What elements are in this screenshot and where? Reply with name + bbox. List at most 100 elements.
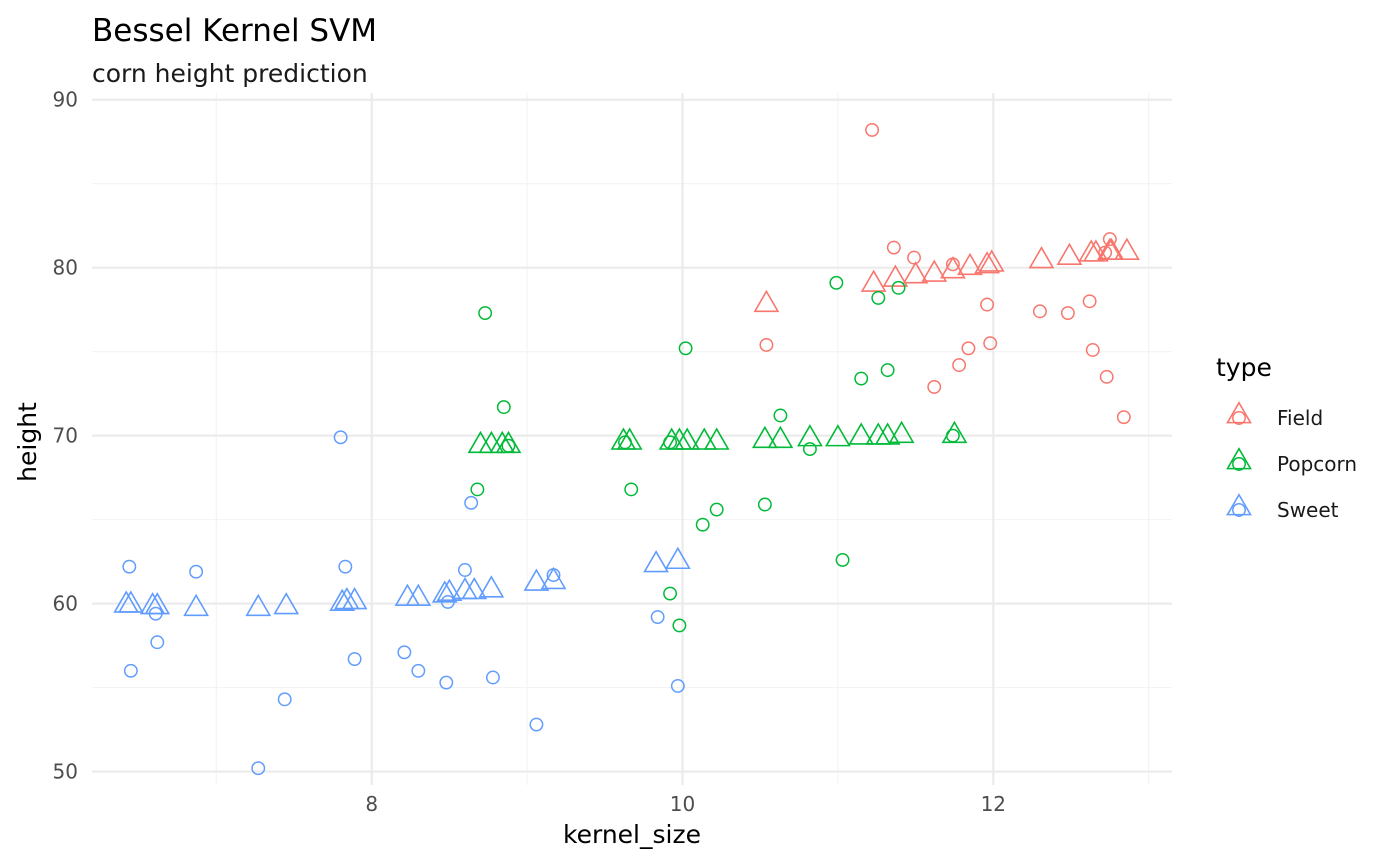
predicted-point-sweet <box>183 593 210 617</box>
observed-point-field <box>983 336 998 351</box>
observed-point-popcorn <box>672 618 687 633</box>
predicted-point-field <box>860 269 887 292</box>
observed-point-sweet <box>485 670 500 685</box>
observed-point-field <box>1082 294 1097 309</box>
observed-point-sweet <box>439 675 454 690</box>
predicted-point-sweet <box>341 587 368 610</box>
observed-point-sweet <box>150 635 165 650</box>
legend: type Field Popcorn Sweet <box>1216 353 1357 522</box>
observed-point-popcorn <box>695 517 710 532</box>
x-tick-label: 12 <box>981 792 1006 816</box>
predicted-point-sweet <box>405 583 432 606</box>
predicted-point-sweet <box>431 580 458 603</box>
observed-point-field <box>907 250 921 265</box>
chart-title: Bessel Kernel SVM <box>92 13 377 49</box>
observed-point-sweet <box>529 717 544 732</box>
predicted-point-popcorn <box>767 425 794 449</box>
predicted-point-popcorn <box>666 427 693 450</box>
observed-point-field <box>927 379 942 394</box>
observed-point-popcorn <box>624 482 639 497</box>
observed-point-popcorn <box>709 502 724 517</box>
data-points <box>113 123 1140 776</box>
y-tick-label: 70 <box>53 424 78 448</box>
observed-point-sweet <box>251 761 266 776</box>
legend-item-popcorn: Popcorn <box>1226 447 1357 476</box>
predicted-point-sweet <box>245 593 272 617</box>
observed-point-popcorn <box>663 586 678 601</box>
predicted-point-sweet <box>478 575 505 598</box>
observed-point-popcorn <box>501 438 516 453</box>
predicted-point-popcorn <box>703 427 730 450</box>
predicted-point-popcorn <box>658 427 685 450</box>
legend-triangle-icon <box>1226 447 1252 470</box>
legend-circle-icon <box>1232 411 1246 425</box>
series-popcorn <box>467 275 968 633</box>
x-tick-label: 8 <box>365 792 378 816</box>
predicted-point-field <box>974 251 1000 274</box>
observed-point-sweet <box>123 663 138 678</box>
predicted-point-sweet <box>144 592 171 615</box>
predicted-point-popcorn <box>941 420 968 444</box>
grid <box>92 93 1172 785</box>
legend-triangle-icon <box>1226 493 1252 516</box>
predicted-point-popcorn <box>751 425 778 449</box>
observed-point-sweet <box>411 663 426 678</box>
observed-point-popcorn <box>854 371 869 386</box>
observed-point-field <box>952 358 967 373</box>
x-axis-ticks: 8 10 12 <box>365 792 1006 816</box>
observed-point-field <box>1085 343 1100 357</box>
legend-label-popcorn: Popcorn <box>1277 452 1357 476</box>
legend-label-sweet: Sweet <box>1277 498 1339 522</box>
observed-point-field <box>945 257 960 272</box>
y-axis-ticks: 50 60 70 80 90 <box>53 88 78 784</box>
legend-item-field: Field <box>1226 401 1323 430</box>
predicted-point-popcorn <box>848 422 875 445</box>
observed-point-field <box>1032 304 1047 319</box>
observed-point-popcorn <box>678 341 693 356</box>
observed-point-field <box>1102 232 1117 247</box>
observed-point-popcorn <box>773 408 788 423</box>
predicted-point-field <box>978 249 1005 272</box>
predicted-point-field <box>921 259 948 282</box>
predicted-point-sweet <box>113 590 140 613</box>
observed-point-field <box>1116 410 1131 425</box>
observed-point-popcorn <box>663 435 678 450</box>
observed-point-sweet <box>650 610 665 624</box>
observed-point-sweet <box>148 606 163 621</box>
observed-point-popcorn <box>618 435 632 450</box>
x-axis-title: kernel_size <box>563 820 701 849</box>
observed-point-field <box>980 297 995 312</box>
predicted-point-sweet <box>523 568 550 591</box>
predicted-point-sweet <box>664 546 691 570</box>
legend-circle-icon <box>1232 503 1246 517</box>
observed-point-sweet <box>464 495 479 510</box>
observed-point-sweet <box>440 594 455 609</box>
y-tick-label: 50 <box>53 760 78 784</box>
observed-point-popcorn <box>871 290 886 305</box>
legend-circle-icon <box>1232 457 1246 471</box>
series-sweet <box>113 430 691 776</box>
y-axis-title: height <box>13 402 42 482</box>
y-tick-label: 80 <box>53 256 78 280</box>
predicted-point-field <box>1114 237 1140 260</box>
observed-point-popcorn <box>757 497 772 512</box>
legend-item-sweet: Sweet <box>1226 493 1339 522</box>
predicted-point-field <box>882 264 909 287</box>
series-field <box>753 123 1140 425</box>
observed-point-popcorn <box>470 482 485 497</box>
observed-point-field <box>865 123 880 137</box>
predicted-point-popcorn <box>888 420 915 444</box>
predicted-point-field <box>1098 237 1125 260</box>
observed-point-popcorn <box>945 428 960 443</box>
predicted-point-popcorn <box>616 427 643 450</box>
predicted-point-field <box>1028 246 1055 269</box>
legend-title: type <box>1216 353 1272 382</box>
observed-point-field <box>886 240 901 255</box>
observed-point-field <box>961 341 976 356</box>
observed-point-popcorn <box>835 552 850 567</box>
observed-point-sweet <box>189 564 204 579</box>
observed-point-popcorn <box>478 306 493 320</box>
observed-point-popcorn <box>496 400 511 415</box>
predicted-point-field <box>1056 242 1083 266</box>
